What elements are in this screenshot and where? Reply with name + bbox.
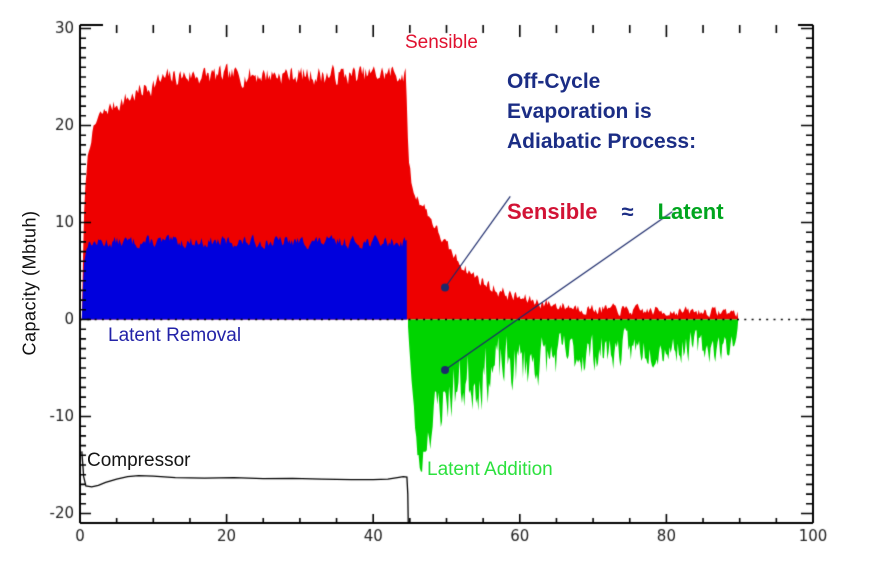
- sensible-approx-latent-equation: Sensible ≈ Latent: [507, 173, 724, 225]
- sensible-series-label: Sensible: [405, 32, 478, 53]
- latent-addition-series-label: Latent Addition: [427, 459, 553, 480]
- y-axis-title: Capacity (Mbtuh): [19, 210, 40, 356]
- latent-removal-series-label: Latent Removal: [108, 325, 242, 346]
- equation-sensible-term: Sensible: [507, 199, 598, 224]
- equation-approx-sign: ≈: [621, 199, 634, 224]
- offcycle-annotation-text: Off-Cycle Evaporation is Adiabatic Proce…: [507, 70, 697, 153]
- equation-latent-term: Latent: [657, 199, 724, 224]
- compressor-series-label: Compressor: [87, 450, 191, 471]
